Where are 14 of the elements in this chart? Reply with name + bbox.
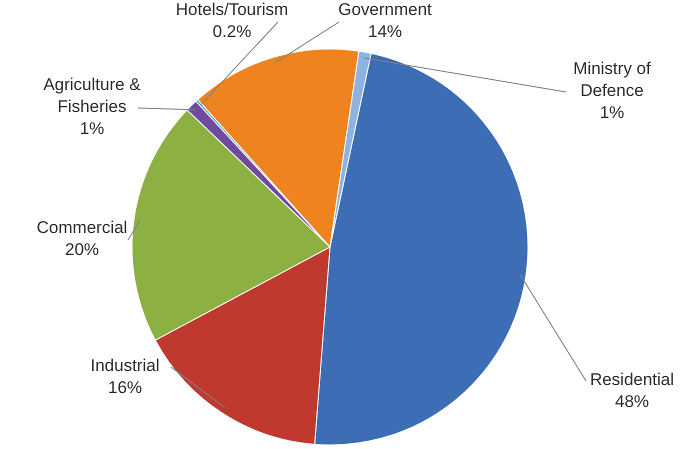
data-label: 20% <box>64 240 100 260</box>
data-label: 16% <box>108 378 142 398</box>
data-label: 1% <box>80 119 104 138</box>
slice-label: Commercial <box>36 218 128 238</box>
slice-label: Ministry of Defence <box>573 59 651 100</box>
data-label: 0.2% <box>212 22 252 42</box>
data-label: 14% <box>368 22 402 42</box>
slice-label: Industrial <box>90 356 160 376</box>
data-label: 1% <box>600 103 624 122</box>
slice-label: Residential <box>590 370 674 390</box>
slice-label: Government <box>338 0 432 20</box>
data-label: 48% <box>614 392 650 412</box>
slice-label: Agriculture & Fisheries <box>43 75 142 116</box>
slice-label: Hotels/Tourism <box>176 0 288 20</box>
